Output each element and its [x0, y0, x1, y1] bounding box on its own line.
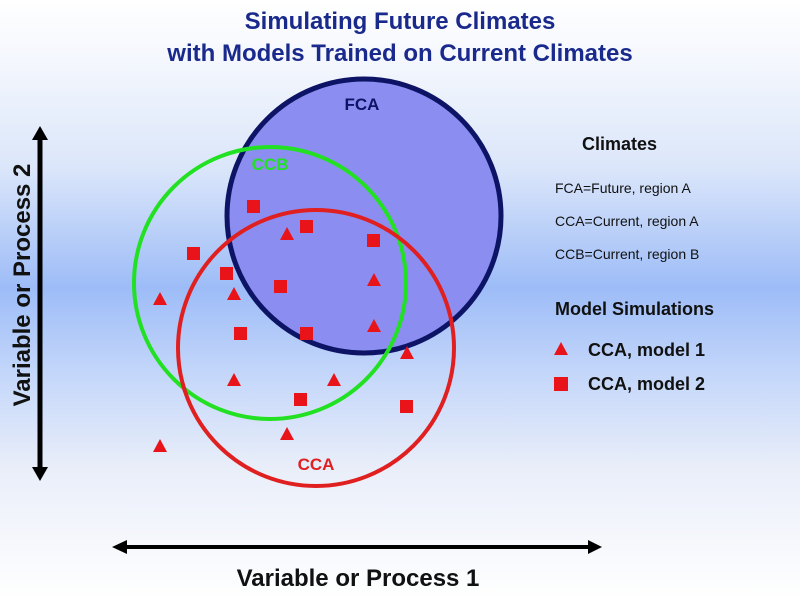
definition-cca: CCA=Current, region A	[555, 213, 699, 229]
legend-model1-entry: CCA, model 1	[551, 338, 705, 362]
square-marker	[234, 327, 247, 340]
model2-label: CCA, model 2	[588, 373, 706, 394]
square-marker	[187, 247, 200, 260]
square-marker	[300, 327, 313, 340]
fca-label: FCA	[345, 95, 380, 114]
triangle-marker	[367, 273, 381, 286]
model2-markers	[187, 200, 413, 413]
model1-markers	[153, 227, 414, 452]
triangle-marker	[227, 373, 241, 386]
triangle-marker	[280, 427, 294, 440]
square-marker-icon	[554, 377, 568, 391]
square-marker	[274, 280, 287, 293]
fca-region	[224, 76, 504, 356]
square-marker	[294, 393, 307, 406]
ccb-region	[132, 145, 408, 421]
triangle-marker-icon	[554, 342, 568, 355]
ccb-label: CCB	[252, 155, 289, 174]
model-simulations-heading: Model Simulations	[555, 299, 715, 319]
triangle-marker	[327, 373, 341, 386]
triangle-marker	[367, 319, 381, 332]
square-marker	[247, 200, 260, 213]
cca-label: CCA	[298, 455, 335, 474]
definition-fca: FCA=Future, region A	[555, 180, 691, 196]
triangle-marker	[153, 292, 167, 305]
triangle-marker	[280, 227, 294, 240]
triangle-marker	[153, 439, 167, 452]
square-marker	[220, 267, 233, 280]
y-axis-label: Variable or Process 2	[9, 163, 36, 407]
x-axis-arrowhead-left	[112, 540, 127, 554]
title-line-2: with Models Trained on Current Climates	[167, 40, 633, 67]
triangle-marker	[227, 287, 241, 300]
square-marker	[367, 234, 380, 247]
x-axis-arrowhead-right	[588, 540, 602, 554]
definition-ccb: CCB=Current, region B	[555, 246, 700, 262]
square-marker	[300, 220, 313, 233]
climates-heading: Climates	[582, 134, 658, 154]
triangle-marker	[400, 346, 414, 359]
y-axis-arrowhead-top	[32, 126, 48, 140]
cca-region	[176, 208, 456, 488]
title-line-1: Simulating Future Climates	[244, 8, 556, 35]
square-marker	[400, 400, 413, 413]
model1-label: CCA, model 1	[588, 339, 706, 360]
x-axis-label: Variable or Process 1	[236, 565, 480, 592]
legend-model2-entry: CCA, model 2	[551, 372, 705, 396]
y-axis-arrowhead-bottom	[32, 467, 48, 481]
